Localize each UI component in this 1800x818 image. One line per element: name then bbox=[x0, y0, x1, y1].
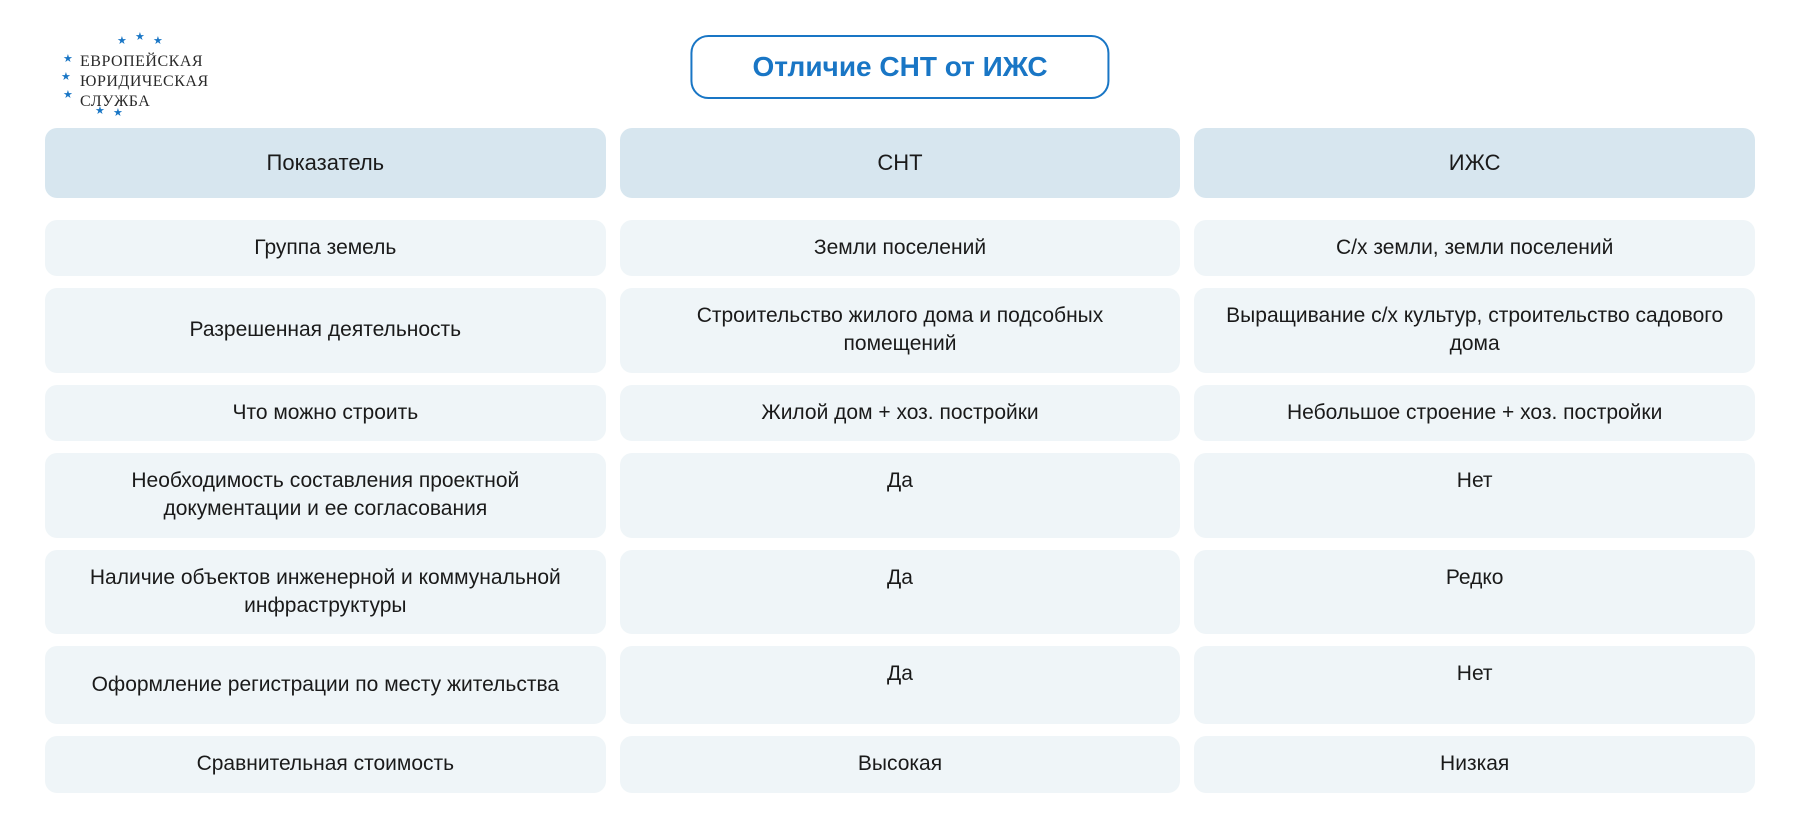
cell: Разрешенная деятельность bbox=[45, 288, 606, 373]
cell: Нет bbox=[1194, 646, 1755, 724]
cell: Необходимость составления проектной доку… bbox=[45, 453, 606, 538]
cell: Строительство жилого дома и подсобных по… bbox=[620, 288, 1181, 373]
col-header-1: СНТ bbox=[620, 128, 1181, 198]
table-row: Оформление регистрации по месту жительст… bbox=[45, 646, 1755, 724]
table-row: Группа земель Земли поселений С/х земли,… bbox=[45, 220, 1755, 276]
cell: Да bbox=[620, 646, 1181, 724]
cell: Да bbox=[620, 550, 1181, 635]
table-row: Что можно строить Жилой дом + хоз. постр… bbox=[45, 385, 1755, 441]
cell: Жилой дом + хоз. постройки bbox=[620, 385, 1181, 441]
logo-line1: ЕВРОПЕЙСКАЯ bbox=[80, 52, 209, 72]
col-header-2: ИЖС bbox=[1194, 128, 1755, 198]
page-title-box: Отличие СНТ от ИЖС bbox=[690, 35, 1109, 99]
cell: Группа земель bbox=[45, 220, 606, 276]
cell: Наличие объектов инженерной и коммунальн… bbox=[45, 550, 606, 635]
cell: Редко bbox=[1194, 550, 1755, 635]
cell: Низкая bbox=[1194, 736, 1755, 792]
table-row: Наличие объектов инженерной и коммунальн… bbox=[45, 550, 1755, 635]
cell: Что можно строить bbox=[45, 385, 606, 441]
logo-line2: ЮРИДИЧЕСКАЯ bbox=[80, 72, 209, 92]
col-header-0: Показатель bbox=[45, 128, 606, 198]
cell: Земли поселений bbox=[620, 220, 1181, 276]
logo-text: ЕВРОПЕЙСКАЯ ЮРИДИЧЕСКАЯ СЛУЖБА bbox=[80, 52, 209, 112]
cell: Небольшое строение + хоз. постройки bbox=[1194, 385, 1755, 441]
page-title: Отличие СНТ от ИЖС bbox=[752, 51, 1047, 82]
table-row: Разрешенная деятельность Строительство ж… bbox=[45, 288, 1755, 373]
cell: Сравнительная стоимость bbox=[45, 736, 606, 792]
table-row: Сравнительная стоимость Высокая Низкая bbox=[45, 736, 1755, 792]
logo: ★ ★ ★ ★ ★ ★ ★ ★ ЕВРОПЕЙСКАЯ ЮРИДИЧЕСКАЯ … bbox=[55, 28, 235, 108]
comparison-table: Показатель СНТ ИЖС Группа земель Земли п… bbox=[45, 128, 1755, 805]
cell: Высокая bbox=[620, 736, 1181, 792]
table-row: Необходимость составления проектной доку… bbox=[45, 453, 1755, 538]
table-header-row: Показатель СНТ ИЖС bbox=[45, 128, 1755, 198]
cell: Да bbox=[620, 453, 1181, 538]
cell: Выращивание с/х культур, строительство с… bbox=[1194, 288, 1755, 373]
cell: С/х земли, земли поселений bbox=[1194, 220, 1755, 276]
cell: Оформление регистрации по месту жительст… bbox=[45, 646, 606, 724]
logo-line3: СЛУЖБА bbox=[80, 92, 209, 112]
cell: Нет bbox=[1194, 453, 1755, 538]
